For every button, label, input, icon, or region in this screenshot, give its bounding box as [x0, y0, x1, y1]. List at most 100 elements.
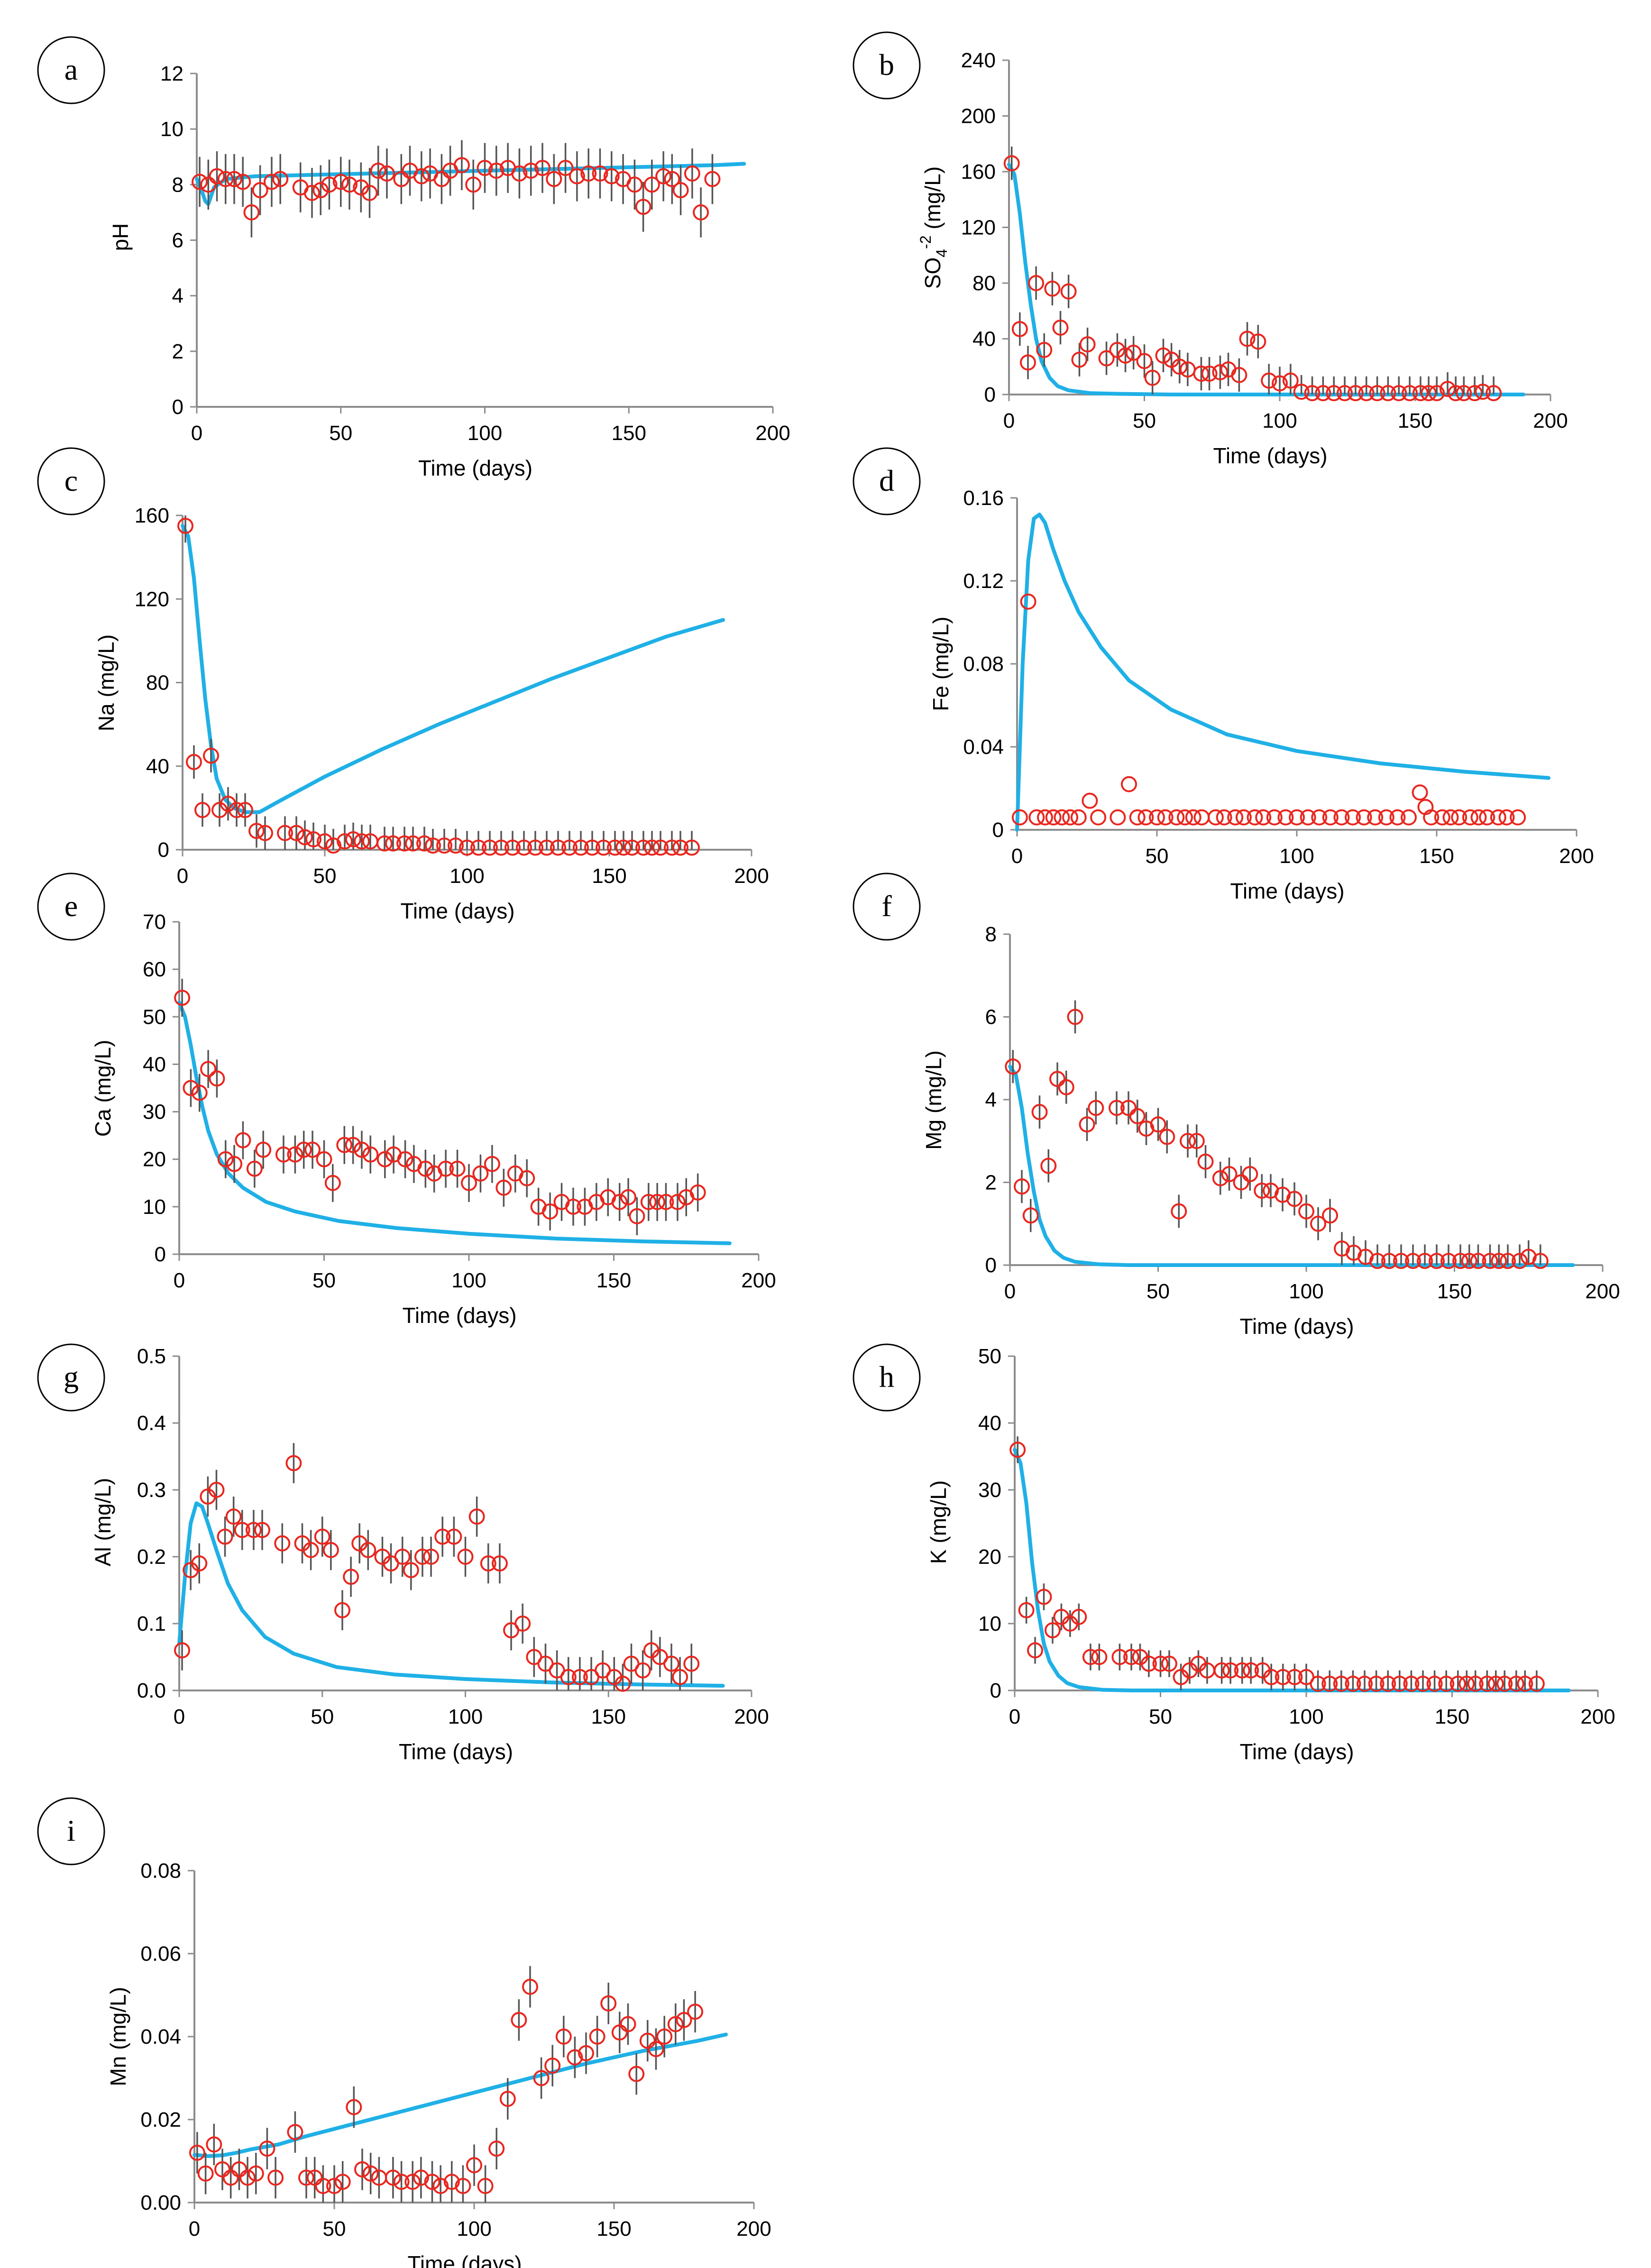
x-tick-label: 200: [1533, 409, 1568, 432]
y-tick-label: 0: [155, 1243, 166, 1266]
x-tick-label: 200: [1580, 1705, 1615, 1728]
x-tick-label: 200: [734, 1705, 769, 1728]
observed-point: [603, 168, 620, 184]
observed-point: [1467, 385, 1483, 402]
observed-point: [436, 837, 452, 854]
observed-point: [248, 823, 265, 839]
observed-point: [433, 171, 450, 187]
y-tick-label: 0.04: [140, 2025, 181, 2048]
observed-point: [477, 2178, 494, 2194]
x-tick-label: 200: [734, 864, 769, 888]
observed-point: [569, 168, 585, 184]
observed-point: [191, 1084, 208, 1101]
observed-point: [1421, 385, 1437, 402]
y-tick-label: 0: [984, 383, 996, 406]
observed-point: [1479, 1675, 1495, 1692]
observed-point: [1452, 1253, 1468, 1269]
observed-point: [1434, 809, 1450, 826]
observed-point: [1417, 1253, 1433, 1269]
observed-point: [684, 839, 700, 856]
observed-point: [1207, 809, 1224, 826]
observed-point: [424, 2174, 440, 2190]
observed-point: [1011, 809, 1028, 826]
x-tick-label: 150: [596, 1269, 631, 1292]
observed-point: [1479, 809, 1495, 826]
observed-point: [624, 839, 640, 856]
observed-point: [1109, 342, 1126, 358]
observed-point: [298, 2169, 314, 2186]
x-tick-label: 50: [311, 1705, 334, 1728]
observed-point: [615, 839, 632, 856]
panel-label-circle: [37, 872, 105, 941]
observed-point: [1393, 1253, 1409, 1269]
y-tick-label: 8: [985, 923, 997, 946]
observed-point: [1322, 1207, 1338, 1224]
observed-point: [1054, 809, 1070, 826]
observed-point: [1367, 809, 1384, 826]
observed-point: [1161, 1655, 1177, 1672]
observed-point: [1137, 809, 1154, 826]
x-tick-label: 100: [448, 1705, 483, 1728]
observed-point: [360, 1542, 376, 1558]
observed-point: [1286, 1669, 1303, 1685]
observed-point: [314, 1528, 330, 1545]
observed-point: [1150, 1116, 1166, 1133]
observed-point: [457, 1549, 474, 1565]
y-tick-label: 0: [990, 1679, 1001, 1702]
observed-point: [403, 1562, 419, 1579]
panel-label: e: [64, 889, 78, 923]
observed-point: [1185, 809, 1202, 826]
observed-point: [1201, 365, 1218, 382]
model-line: [1008, 1065, 1575, 1267]
observed-point: [635, 839, 651, 856]
observed-point: [322, 1542, 339, 1558]
observed-point: [1011, 321, 1028, 337]
x-tick-label: 200: [1585, 1280, 1620, 1303]
y-tick-label: 160: [135, 504, 169, 527]
observed-point: [277, 825, 293, 841]
observed-point: [1310, 1215, 1326, 1232]
observed-point: [484, 1156, 500, 1172]
observed-point: [413, 168, 430, 184]
observed-point: [516, 839, 532, 856]
observed-point: [1512, 1253, 1528, 1269]
observed-point: [272, 171, 289, 187]
observed-point: [546, 171, 562, 187]
observed-point: [1470, 1253, 1486, 1269]
y-tick-label: 120: [961, 216, 996, 239]
observed-point: [267, 2169, 284, 2186]
observed-point: [1412, 385, 1429, 402]
y-tick-label: 12: [160, 62, 183, 85]
observed-point: [628, 2066, 645, 2082]
observed-point: [1070, 809, 1087, 826]
observed-point: [539, 839, 555, 856]
observed-point: [394, 1549, 411, 1565]
observed-point: [337, 833, 353, 850]
observed-point: [1222, 1662, 1239, 1679]
y-axis-title: Mg (mg/L): [921, 1050, 946, 1150]
observed-point: [226, 171, 242, 187]
observed-point: [514, 1616, 531, 1632]
observed-point: [1045, 809, 1062, 826]
observed-point: [1298, 1203, 1314, 1220]
observed-point: [1451, 809, 1468, 826]
observed-point: [689, 1184, 706, 1201]
observed-point: [306, 2169, 323, 2186]
observed-point: [416, 835, 432, 852]
observed-point: [455, 2178, 471, 2194]
observed-point: [1380, 385, 1396, 402]
observed-point: [1212, 364, 1229, 380]
observed-point: [693, 204, 709, 220]
observed-point: [345, 1137, 361, 1153]
observed-point: [1152, 1655, 1169, 1672]
observed-point: [1062, 809, 1079, 826]
observed-point: [1213, 1662, 1230, 1679]
observed-point: [186, 753, 202, 770]
y-tick-label: 0: [992, 818, 1004, 842]
model-line: [193, 2032, 728, 2158]
observed-point: [491, 1555, 508, 1572]
observed-point: [1300, 809, 1316, 826]
observed-point: [1322, 809, 1339, 826]
x-axis-title: Time (days): [1230, 879, 1344, 903]
observed-point: [334, 2174, 351, 2190]
